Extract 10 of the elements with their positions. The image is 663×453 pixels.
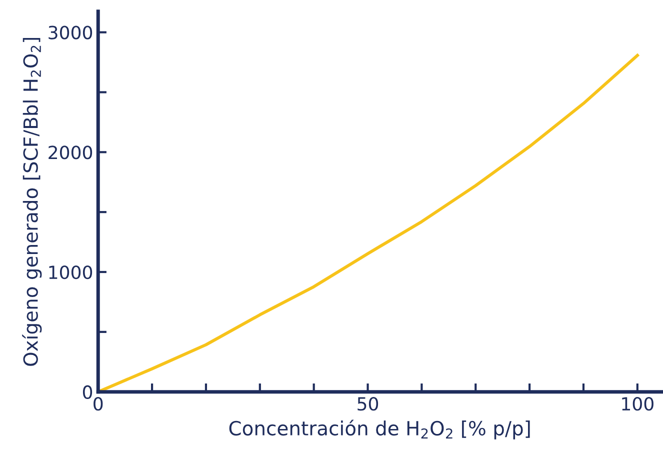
x-tick-label: 100: [622, 397, 654, 411]
y-axis-title: Oxígeno generado [SCF/Bbl H$_{2}$O$_{2}$]: [22, 38, 42, 366]
y-tick-label: 2000: [48, 146, 92, 160]
y-tick-label: 3000: [48, 26, 92, 40]
x-tick-label: 50: [358, 397, 378, 411]
y-tick-label: 1000: [49, 265, 92, 280]
x-tick-label: 0: [94, 397, 103, 411]
y-tick-label: 0: [82, 385, 92, 399]
line-series: [98, 54, 639, 392]
x-axis-title: Concentración de H$_{2}$O$_{2}$ [% p/p]: [229, 420, 530, 440]
